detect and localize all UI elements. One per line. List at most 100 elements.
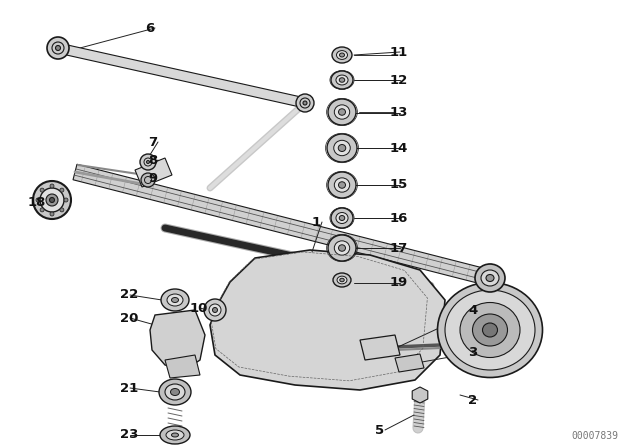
Ellipse shape bbox=[296, 94, 314, 112]
Ellipse shape bbox=[147, 160, 150, 164]
Polygon shape bbox=[73, 164, 492, 286]
Text: 22: 22 bbox=[120, 289, 138, 302]
Text: 16: 16 bbox=[390, 211, 408, 224]
Ellipse shape bbox=[165, 384, 185, 400]
Ellipse shape bbox=[167, 294, 183, 306]
Circle shape bbox=[467, 296, 475, 304]
Text: 8: 8 bbox=[148, 154, 157, 167]
Ellipse shape bbox=[331, 208, 353, 228]
Ellipse shape bbox=[483, 323, 497, 337]
Ellipse shape bbox=[339, 53, 344, 57]
Ellipse shape bbox=[339, 109, 346, 115]
Ellipse shape bbox=[56, 46, 61, 51]
Polygon shape bbox=[395, 354, 424, 372]
Ellipse shape bbox=[140, 154, 156, 170]
Ellipse shape bbox=[46, 194, 58, 206]
Ellipse shape bbox=[337, 51, 348, 60]
Text: 12: 12 bbox=[390, 73, 408, 86]
Ellipse shape bbox=[60, 208, 64, 212]
Ellipse shape bbox=[475, 264, 505, 292]
Ellipse shape bbox=[166, 430, 184, 440]
Text: 1: 1 bbox=[312, 215, 321, 228]
Ellipse shape bbox=[333, 273, 351, 287]
Text: 5: 5 bbox=[375, 423, 384, 436]
Text: 20: 20 bbox=[120, 311, 138, 324]
Circle shape bbox=[524, 326, 532, 334]
Polygon shape bbox=[360, 335, 400, 360]
Ellipse shape bbox=[141, 173, 155, 187]
Ellipse shape bbox=[172, 433, 179, 437]
Ellipse shape bbox=[36, 198, 40, 202]
Ellipse shape bbox=[460, 302, 520, 358]
Circle shape bbox=[505, 356, 513, 364]
Ellipse shape bbox=[212, 307, 218, 313]
Ellipse shape bbox=[50, 212, 54, 216]
Ellipse shape bbox=[64, 198, 68, 202]
Ellipse shape bbox=[328, 172, 356, 198]
Text: 4: 4 bbox=[468, 303, 477, 316]
Ellipse shape bbox=[331, 71, 353, 89]
Text: 2: 2 bbox=[468, 393, 477, 406]
Ellipse shape bbox=[47, 37, 69, 59]
Ellipse shape bbox=[40, 188, 44, 192]
Ellipse shape bbox=[170, 388, 179, 396]
Circle shape bbox=[467, 356, 475, 364]
Polygon shape bbox=[412, 387, 428, 403]
Ellipse shape bbox=[334, 241, 349, 255]
Ellipse shape bbox=[50, 184, 54, 188]
Text: 19: 19 bbox=[390, 276, 408, 289]
Ellipse shape bbox=[332, 47, 352, 63]
Text: 15: 15 bbox=[390, 178, 408, 191]
Text: 6: 6 bbox=[145, 22, 154, 34]
Ellipse shape bbox=[333, 140, 350, 156]
Ellipse shape bbox=[209, 304, 221, 316]
Ellipse shape bbox=[339, 215, 345, 220]
Text: 13: 13 bbox=[390, 107, 408, 120]
Text: 11: 11 bbox=[390, 46, 408, 59]
Ellipse shape bbox=[40, 188, 64, 212]
Circle shape bbox=[448, 326, 456, 334]
Text: 18: 18 bbox=[28, 195, 46, 208]
Text: 00007839: 00007839 bbox=[572, 431, 618, 441]
Polygon shape bbox=[57, 43, 306, 108]
Text: 14: 14 bbox=[390, 142, 408, 155]
Ellipse shape bbox=[336, 75, 348, 85]
Polygon shape bbox=[135, 158, 172, 187]
Ellipse shape bbox=[328, 235, 356, 261]
Ellipse shape bbox=[339, 182, 346, 188]
Ellipse shape bbox=[339, 245, 346, 251]
Polygon shape bbox=[150, 310, 205, 370]
Ellipse shape bbox=[204, 299, 226, 321]
Ellipse shape bbox=[327, 134, 357, 162]
Ellipse shape bbox=[60, 188, 64, 192]
Text: 7: 7 bbox=[148, 135, 157, 148]
Text: 3: 3 bbox=[468, 345, 477, 358]
Ellipse shape bbox=[334, 105, 349, 119]
Ellipse shape bbox=[337, 276, 347, 284]
Text: 23: 23 bbox=[120, 428, 138, 441]
Text: 9: 9 bbox=[148, 172, 157, 185]
Ellipse shape bbox=[328, 99, 356, 125]
Ellipse shape bbox=[472, 314, 508, 346]
Ellipse shape bbox=[161, 289, 189, 311]
Ellipse shape bbox=[160, 426, 190, 444]
Ellipse shape bbox=[486, 275, 494, 281]
Ellipse shape bbox=[336, 212, 348, 224]
Ellipse shape bbox=[159, 379, 191, 405]
Ellipse shape bbox=[33, 181, 71, 219]
Polygon shape bbox=[165, 355, 200, 378]
Text: 21: 21 bbox=[120, 382, 138, 395]
Ellipse shape bbox=[339, 145, 346, 151]
Ellipse shape bbox=[481, 270, 499, 286]
Circle shape bbox=[505, 296, 513, 304]
Ellipse shape bbox=[303, 101, 307, 105]
Ellipse shape bbox=[49, 198, 54, 202]
Ellipse shape bbox=[334, 178, 349, 192]
Ellipse shape bbox=[339, 78, 345, 82]
Text: 17: 17 bbox=[390, 241, 408, 254]
Ellipse shape bbox=[340, 278, 344, 282]
Ellipse shape bbox=[445, 290, 535, 370]
Polygon shape bbox=[210, 250, 445, 390]
Ellipse shape bbox=[172, 297, 179, 302]
Ellipse shape bbox=[40, 208, 44, 212]
